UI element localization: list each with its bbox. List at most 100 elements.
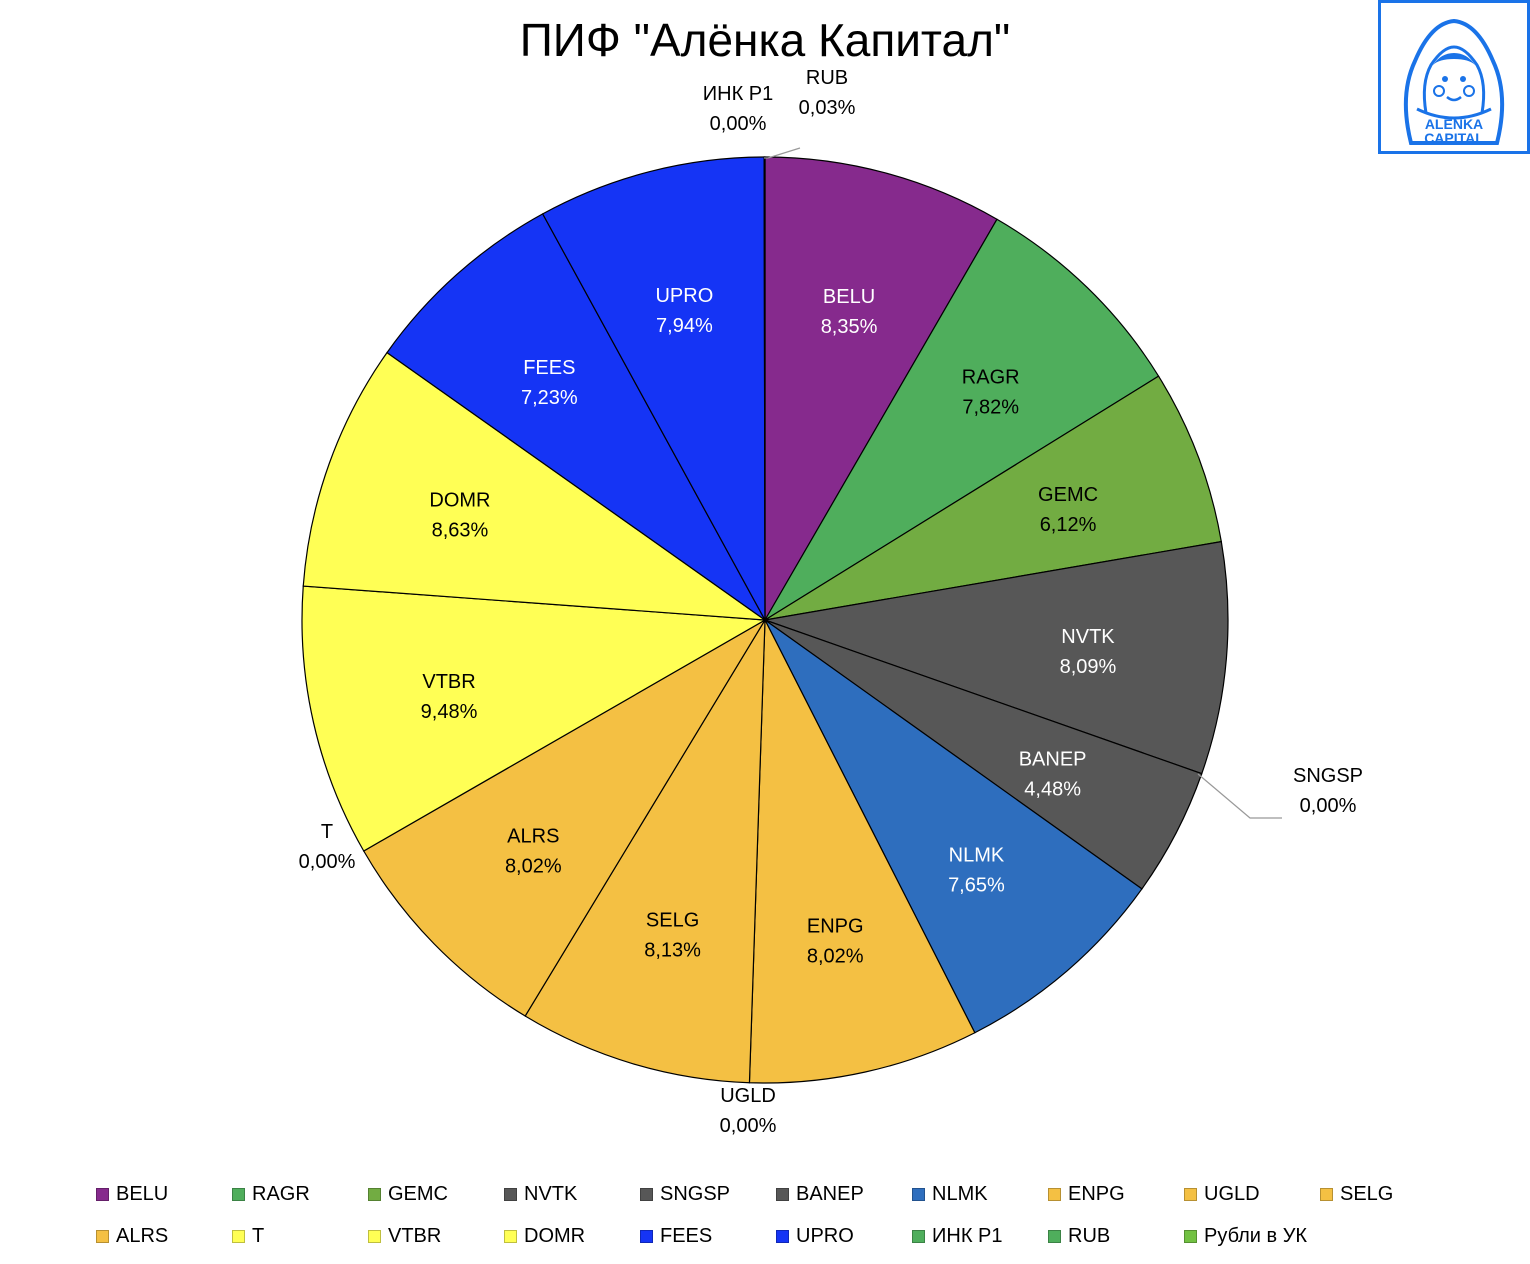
pie-slice-gemc [764,375,1223,621]
slice-value-label-belu: 8,35% [821,316,878,338]
logo-text: ALЁNKA CAPITAL [1381,117,1527,145]
leader-line-rub [767,147,801,159]
slice-name-label-selg: SELG [646,910,699,932]
legend-item-инк-р1: ИНК Р1 [912,1224,1048,1248]
legend-swatch [640,1229,653,1243]
legend-swatch [912,1187,925,1201]
slice-name-label-ragr: RAGR [962,366,1020,388]
pie-chart: BELU 8,35% RAGR 7,82% GEMC 6,12% NVTK 8,09% SNGS… [299,67,1363,1137]
legend-item-gemc: GEMC [368,1182,504,1206]
slice-value-label-alrs: 8,02% [505,856,562,878]
slice-name-label-enpg: ENPG [807,915,864,937]
leader-line-sngsp [1197,773,1282,819]
pie-slice-upro [541,156,766,621]
pie-slice-nlmk [764,619,1143,1034]
logo-text-line2: CAPITAL [1424,130,1484,146]
slice-value-label-banep: 4,48% [1024,778,1081,800]
legend-swatch [232,1187,245,1201]
legend-swatch [1048,1187,1061,1201]
slice-value-label-ragr: 7,82% [962,396,1019,418]
slice-name-label-nvtk: NVTK [1061,626,1115,648]
slice-name-label-sngsp: SNGSP [1293,765,1363,787]
legend-label: UPRO [796,1224,854,1247]
legend-item-domr: DOMR [504,1224,640,1248]
slice-name-label-vtbr: VTBR [422,671,475,693]
legend-item-sngsp: SNGSP [640,1182,776,1206]
legend-swatch [504,1187,517,1201]
legend-swatch [776,1187,789,1201]
slice-value-label-selg: 8,13% [644,940,701,962]
legend-label: BELU [116,1182,169,1205]
slice-value-label-rub: 0,03% [799,97,856,119]
legend-label: RUB [1068,1224,1111,1247]
pie-slice-ragr [764,218,1160,621]
legend-item-upro: UPRO [776,1224,912,1248]
legend-swatch [504,1229,517,1243]
alenka-capital-logo: ALЁNKA CAPITAL [1378,0,1530,154]
legend-label: SELG [1340,1182,1394,1205]
slice-name-label-fees: FEES [523,357,575,379]
legend-label: Рубли в УК [1204,1224,1308,1247]
legend-swatch [1184,1229,1197,1243]
legend-item-nlmk: NLMK [912,1182,1048,1206]
legend-label: ENPG [1068,1182,1125,1205]
slice-name-label-t: T [321,821,333,843]
pie-slices [301,156,1229,1084]
legend-item-vtbr: VTBR [368,1224,504,1248]
slice-value-label-nvtk: 8,09% [1060,656,1117,678]
slice-name-label-banep: BANEP [1019,748,1087,770]
pie-slice-domr [302,351,768,621]
legend-label: T [252,1224,265,1247]
slice-value-label-ugld: 0,00% [720,1115,777,1137]
slice-name-label-belu: BELU [823,286,875,308]
pie-slice-enpg [748,619,976,1084]
pie-slice-nvtk [762,540,1229,775]
legend-swatch [912,1229,925,1243]
chart-title: ПИФ "Алёнка Капитал" [519,14,1011,66]
slice-value-label-vtbr: 9,48% [421,701,478,723]
legend-swatch [368,1187,381,1201]
legend-item-ragr: RAGR [232,1182,368,1206]
slice-value-label-gemc: 6,12% [1040,514,1097,536]
slice-name-label-domr: DOMR [429,490,490,512]
legend-item-alrs: ALRS [96,1224,232,1248]
legend-label: RAGR [252,1182,310,1205]
legend-label: NVTK [524,1182,578,1205]
slice-value-label-enpg: 8,02% [807,945,864,967]
legend-label: VTBR [388,1224,442,1247]
slice-name-label-rub: RUB [806,67,848,89]
slice-value-label-domr: 8,63% [432,520,489,542]
slice-value-label-nlmk: 7,65% [948,875,1005,897]
pie-labels: BELU 8,35% RAGR 7,82% GEMC 6,12% NVTK 8,09% SNGS… [299,67,1363,1137]
legend-label: BANEP [796,1182,864,1205]
slice-value-label-sngsp: 0,00% [1300,795,1357,817]
legend-label: UGLD [1204,1182,1260,1205]
pie-slice-belu [764,156,998,623]
pie-slice-rub [763,156,766,621]
slice-name-label-инк-р1: ИНК Р1 [703,83,774,105]
legend-item-rub: RUB [1048,1224,1184,1248]
slice-name-label-nlmk: NLMK [949,845,1005,867]
legend-swatch [1048,1229,1061,1243]
slice-name-label-ugld: UGLD [720,1085,776,1107]
legend-item-enpg: ENPG [1048,1182,1184,1206]
slice-name-label-upro: UPRO [655,285,713,307]
pie-slice-fees [386,213,766,621]
legend-label: NLMK [932,1182,988,1205]
legend-item-fees: FEES [640,1224,776,1248]
legend-swatch [1320,1187,1333,1201]
legend-label: GEMC [388,1182,448,1205]
legend-item-рубли-в-ук: Рубли в УК [1184,1224,1320,1248]
legend-swatch [1184,1187,1197,1201]
legend-item-ugld: UGLD [1184,1182,1320,1206]
legend-swatch [368,1229,381,1243]
slice-value-label-t: 0,00% [299,851,356,873]
legend-item-selg: SELG [1320,1182,1456,1206]
legend-item-banep: BANEP [776,1182,912,1206]
slice-value-label-fees: 7,23% [521,387,578,409]
slice-value-label-upro: 7,94% [656,315,713,337]
slice-name-label-gemc: GEMC [1038,484,1098,506]
legend-swatch [640,1187,653,1201]
chart-legend: BELU RAGR GEMC NVTK SNGSP BANEP NLMK ENPG UGLD SE… [96,1182,1516,1248]
pie-slice-alrs [362,619,766,1017]
